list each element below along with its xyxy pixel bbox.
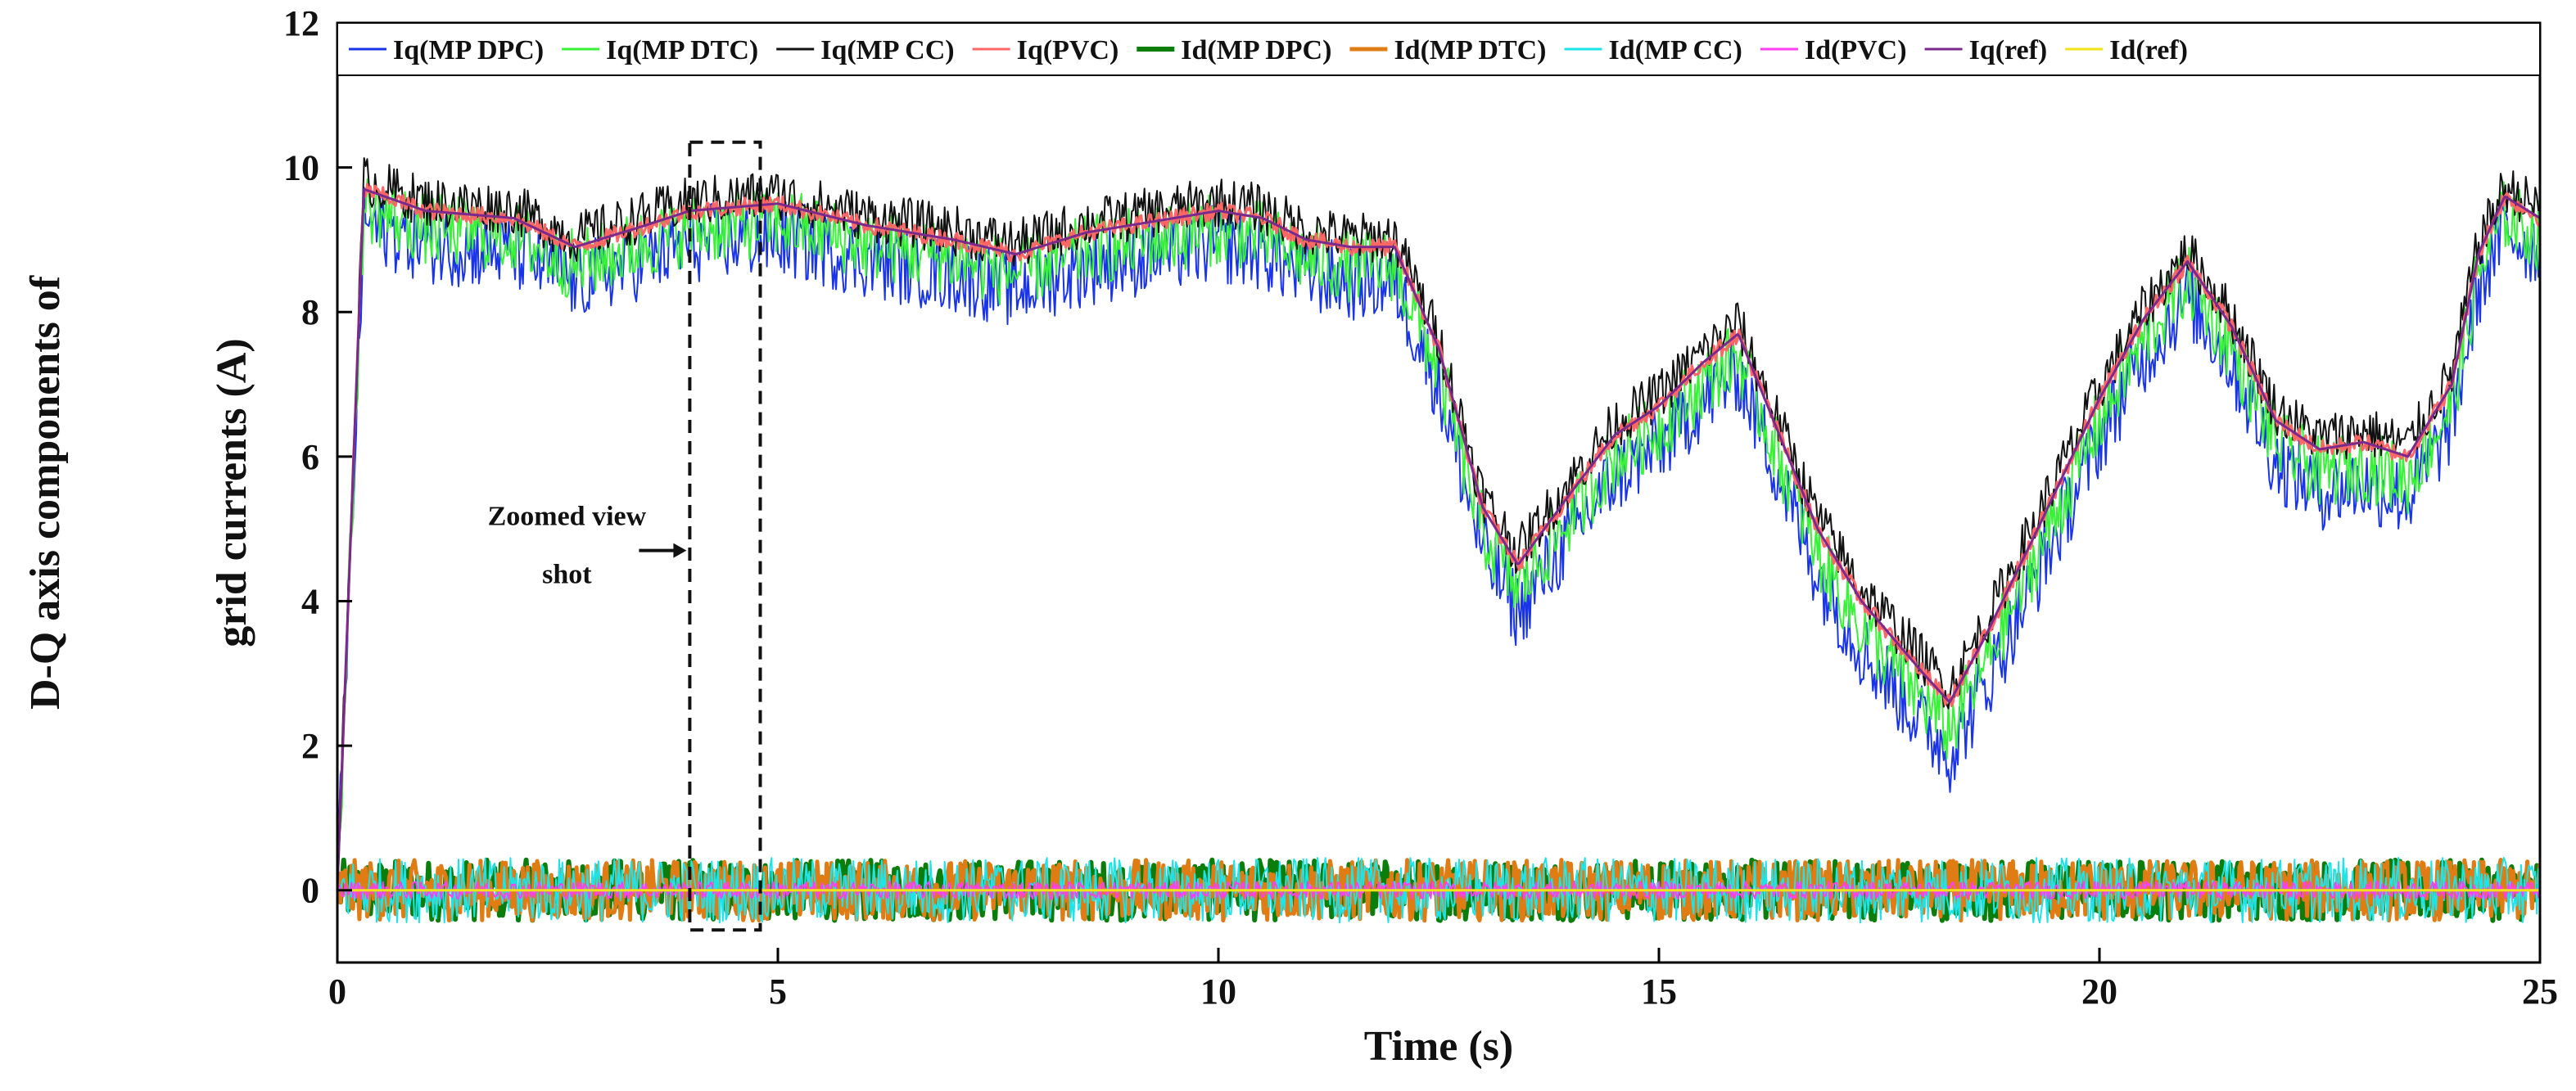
legend-label: Iq(MP DTC)	[606, 35, 758, 65]
series-layer	[337, 157, 2540, 924]
series-line-id-pvc	[337, 881, 2540, 900]
zoom-arrow-head	[673, 543, 687, 558]
series-line-iq-mp-cc	[337, 157, 2540, 890]
zoom-label-line-2: shot	[542, 559, 592, 589]
legend-items: Iq(MP DPC) Iq(MP DTC) Iq(MP CC) Iq(PVC) Id(M…	[349, 35, 2188, 65]
zoom-label-line-1: Zoomed view	[488, 502, 647, 532]
y-tick-label: 8	[301, 292, 319, 332]
x-tick-label: 20	[2081, 972, 2117, 1012]
y-tick-label: 2	[301, 726, 319, 766]
y-tick-label: 4	[301, 581, 319, 621]
y-tick-label: 12	[283, 3, 319, 43]
plot-area	[336, 21, 2542, 964]
series-line-iq-ref	[337, 187, 2540, 890]
legend-label: Id(ref)	[2109, 35, 2188, 65]
x-tick-label: 0	[328, 972, 346, 1012]
y-axis-title-line-2: grid currents (A)	[209, 338, 255, 647]
legend-label: Id(MP DPC)	[1181, 35, 1331, 65]
legend-label: Id(MP DTC)	[1394, 35, 1546, 65]
x-tick-label: 5	[769, 972, 787, 1012]
y-tick-label: 0	[301, 871, 319, 911]
x-tick-label: 25	[2522, 972, 2558, 1012]
x-tick-label: 10	[1200, 972, 1236, 1012]
legend-label: Id(MP CC)	[1609, 35, 1742, 65]
zoom-annotation: Zoomed view shot	[488, 140, 762, 932]
legend-label: Iq(PVC)	[1017, 35, 1119, 65]
legend-label: Iq(MP CC)	[820, 35, 954, 65]
zoom-box	[688, 140, 762, 932]
legend: Iq(MP DPC) Iq(MP DTC) Iq(MP CC) Iq(PVC) Id(M…	[337, 22, 2541, 76]
x-tick-label: 15	[1641, 972, 1677, 1012]
y-tick-label: 10	[283, 148, 319, 188]
legend-label: Iq(MP DPC)	[393, 35, 544, 65]
x-axis-title: Time (s)	[1364, 1023, 1513, 1070]
y-axis-title-line-1: D-Q axis components of	[22, 275, 69, 710]
legend-box	[337, 22, 2541, 76]
y-tick-label: 6	[301, 437, 319, 477]
legend-label: Iq(ref)	[1969, 35, 2048, 65]
ticks-layer: 0 5 10 15 20 25 0 2 4 6 8 10 12	[283, 3, 2558, 1012]
legend-label: Id(PVC)	[1805, 35, 1907, 65]
